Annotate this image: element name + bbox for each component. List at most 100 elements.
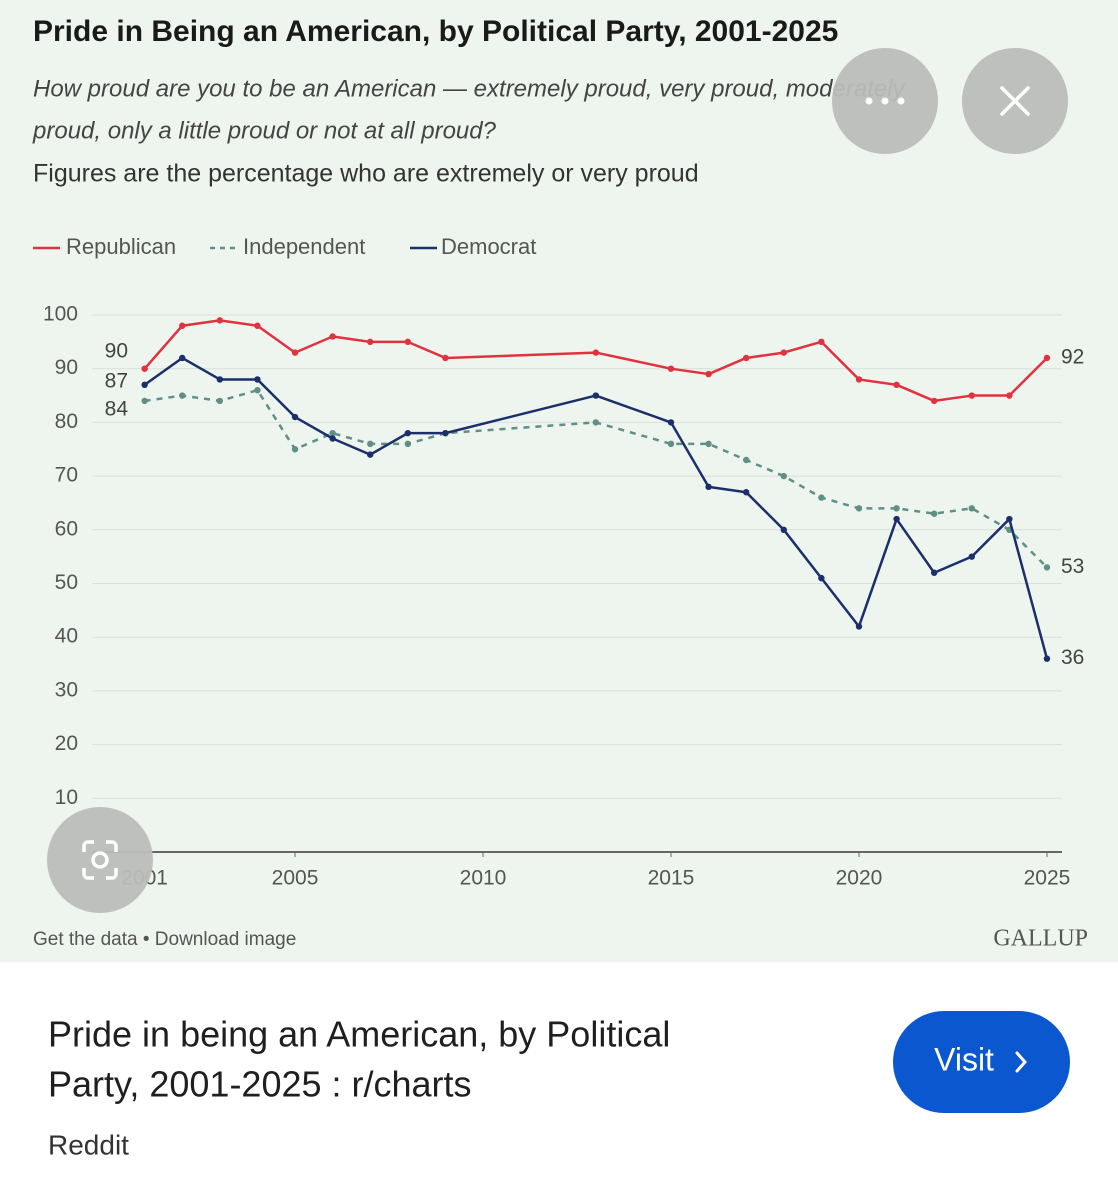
data-point <box>667 365 675 372</box>
x-tick-label: 2005 <box>272 867 319 890</box>
data-point <box>667 440 675 448</box>
result-title[interactable]: Party, 2001-2025 : r/charts <box>48 1064 472 1105</box>
data-point <box>291 446 299 453</box>
more-button[interactable] <box>832 48 938 154</box>
y-tick-label: 50 <box>55 571 78 594</box>
data-point <box>254 386 261 394</box>
data-point <box>179 392 186 399</box>
chart-title: Pride in Being an American, by Political… <box>33 15 838 48</box>
data-point <box>291 413 299 421</box>
dot <box>881 97 889 105</box>
data-point <box>705 483 712 491</box>
y-tick-label: 20 <box>55 732 78 755</box>
data-point <box>254 322 261 329</box>
data-point <box>742 456 750 464</box>
y-tick-label: 30 <box>55 678 78 701</box>
data-point <box>780 526 787 533</box>
legend-label: Republican <box>66 234 176 259</box>
plot: Republican Independent Democrat 10 20 30 40 50 6… <box>33 234 1084 890</box>
chart-subtitle: How proud are you to be an American — ex… <box>33 75 907 102</box>
y-tick-label: 40 <box>55 625 78 648</box>
lens-button-bg[interactable] <box>47 807 153 913</box>
data-point <box>179 322 186 329</box>
data-point <box>404 429 412 437</box>
data-point <box>780 472 787 480</box>
dot <box>897 97 905 105</box>
data-point <box>216 397 224 405</box>
data-point <box>855 376 863 383</box>
legend-label: Independent <box>243 234 365 259</box>
value-label: 84 <box>105 398 129 421</box>
data-point <box>818 338 825 346</box>
data-point <box>818 494 825 501</box>
chart-note: Figures are the percentage who are extre… <box>33 160 699 188</box>
chevron-icon <box>1015 1051 1028 1073</box>
data-point <box>141 381 148 389</box>
x-tick-label: 2015 <box>648 867 695 890</box>
data-point <box>855 623 863 630</box>
data-point <box>141 365 148 372</box>
data-point <box>780 349 787 356</box>
visit-button-bg[interactable] <box>893 1011 1070 1113</box>
data-point <box>1043 354 1051 362</box>
data-point <box>329 333 336 340</box>
data-point <box>216 317 224 324</box>
data-point <box>329 429 336 437</box>
data-point <box>329 435 336 442</box>
y-tick-label: 80 <box>55 410 78 433</box>
lens-button[interactable] <box>47 807 153 913</box>
data-point <box>442 429 449 437</box>
value-label: 53 <box>1061 555 1084 578</box>
data-point <box>705 370 712 378</box>
legend-label: Democrat <box>441 234 536 259</box>
lens-icon <box>82 840 118 880</box>
data-point <box>367 451 374 458</box>
x-tick-label: 2025 <box>1024 867 1071 890</box>
result-title[interactable]: Pride in being an American, by Political <box>48 1014 670 1055</box>
data-point <box>968 553 975 560</box>
visit-button[interactable]: Visit <box>893 1011 1070 1113</box>
dot <box>865 97 873 105</box>
data-point <box>968 392 975 399</box>
footer-links[interactable]: Get the data • Download image <box>33 929 296 950</box>
data-point <box>367 440 374 448</box>
data-point <box>442 354 449 362</box>
value-label: 87 <box>105 370 128 393</box>
data-point <box>1043 655 1051 662</box>
data-point <box>404 338 412 346</box>
data-point <box>930 569 938 576</box>
source-logo: GALLUP <box>993 926 1088 952</box>
lens-icon <box>91 851 109 869</box>
data-point <box>592 349 599 356</box>
data-point <box>592 419 599 426</box>
y-tick-label: 100 <box>43 303 78 326</box>
chart-background <box>0 0 1118 962</box>
data-point <box>818 574 825 582</box>
data-point <box>893 381 900 389</box>
close-icon <box>1000 86 1030 116</box>
data-point <box>1006 515 1013 523</box>
data-point <box>592 392 599 399</box>
data-point <box>705 440 712 448</box>
data-point <box>893 515 900 523</box>
chart-subtitle: proud, only a little proud or not at all… <box>32 117 497 144</box>
y-tick-label: 60 <box>55 517 78 540</box>
data-point <box>254 376 261 383</box>
y-tick-label: 70 <box>55 464 78 487</box>
data-point <box>893 505 900 512</box>
data-point <box>742 354 750 362</box>
data-point <box>367 338 374 346</box>
data-point <box>216 376 224 383</box>
data-point <box>667 419 675 426</box>
data-point <box>930 397 938 405</box>
y-tick-label: 10 <box>55 786 78 809</box>
y-tick-label: 90 <box>55 356 78 379</box>
x-tick-label: 2020 <box>836 867 883 890</box>
close-button[interactable] <box>962 48 1068 154</box>
data-point <box>930 510 938 517</box>
data-point <box>1006 392 1013 399</box>
visit-label[interactable]: Visit <box>934 1041 994 1077</box>
result-site: Reddit <box>48 1129 129 1160</box>
x-tick-label: 2010 <box>460 867 507 890</box>
